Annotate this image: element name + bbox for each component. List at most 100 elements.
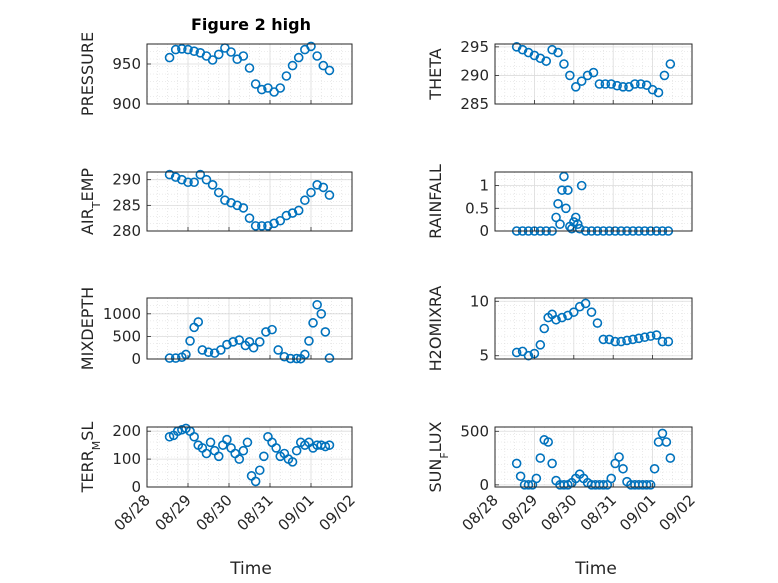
data-point: [555, 219, 565, 229]
data-point: [238, 51, 249, 61]
axis-box: [146, 426, 353, 488]
y-tick-label: 290: [460, 66, 489, 84]
data-point: [279, 351, 290, 362]
data-point: [598, 334, 609, 345]
data-point: [203, 347, 214, 358]
data-point: [641, 480, 652, 490]
data-point: [614, 452, 624, 462]
data-point: [523, 350, 534, 361]
axis-box: [494, 43, 693, 105]
data-point: [634, 333, 644, 344]
data-point: [523, 480, 534, 490]
data-point: [563, 185, 573, 195]
data-point: [189, 431, 199, 442]
data-point: [559, 171, 569, 182]
data-point: [570, 82, 581, 92]
y-tick-label: 0.5: [465, 199, 489, 217]
y-axis-label: SUNFLUX: [426, 421, 451, 492]
data-point: [531, 473, 542, 484]
data-point: [622, 335, 632, 346]
data-point: [189, 322, 199, 333]
data-point: [216, 345, 226, 355]
data-point: [230, 448, 240, 459]
data-point: [304, 336, 314, 346]
data-point: [275, 83, 286, 93]
data-point: [306, 41, 316, 52]
data-point: [271, 443, 281, 453]
data-point: [291, 445, 302, 456]
data-point: [281, 210, 292, 221]
data-point: [193, 317, 204, 327]
data-point: [177, 174, 187, 185]
x-tick-label: 09/01: [275, 491, 318, 534]
data-point: [553, 198, 563, 209]
data-point: [209, 445, 220, 456]
data-point: [234, 335, 245, 345]
data-point: [218, 440, 228, 450]
data-point: [543, 437, 553, 447]
data-point: [287, 457, 298, 467]
data-point: [181, 349, 191, 360]
y-axis-label: THETA: [426, 48, 445, 100]
subplot-mixdepth: 0 500 1000 MIXDEPTH: [78, 287, 353, 370]
data-point: [308, 318, 318, 328]
axis-box: [146, 171, 353, 232]
data-point: [183, 44, 193, 55]
data-point: [630, 79, 640, 89]
data-point: [261, 327, 271, 337]
x-tick-label: 08/28: [459, 491, 502, 534]
data-point: [553, 47, 563, 58]
y-tick-label: 500: [460, 422, 489, 440]
data-point: [164, 353, 175, 363]
data-point: [541, 56, 552, 66]
y-tick-label: 0: [479, 476, 489, 494]
data-point: [300, 349, 310, 360]
axis-box: [146, 43, 353, 105]
data-point: [226, 197, 236, 208]
y-tick-label: 950: [112, 55, 141, 73]
y-axis-label: AIRTEMP: [78, 168, 103, 235]
x-tick-label: 08/30: [193, 491, 236, 534]
y-tick-label: 0: [131, 478, 141, 496]
data-point: [645, 480, 656, 490]
y-tick-label: 5: [479, 347, 489, 365]
data-point: [293, 52, 304, 63]
data-point: [312, 51, 322, 61]
x-axis-label-right: Time: [574, 559, 617, 579]
y-tick-label: 285: [460, 95, 489, 113]
data-point: [324, 440, 335, 450]
subplot-air: 280 285 290 AIRTEMP: [78, 168, 353, 240]
data-point: [250, 221, 261, 231]
data-point: [228, 337, 238, 347]
data-point: [568, 307, 579, 317]
data-point: [170, 172, 181, 182]
y-tick-label: 100: [112, 450, 141, 468]
data-point: [320, 441, 331, 452]
data-point: [635, 79, 646, 89]
data-point: [312, 299, 322, 310]
y-tick-label: 10: [470, 292, 489, 310]
data-point: [618, 82, 628, 92]
data-point: [600, 79, 611, 89]
data-point: [557, 312, 567, 323]
data-point: [242, 437, 253, 448]
data-point: [320, 327, 331, 337]
data-point: [318, 182, 329, 193]
data-point: [535, 453, 546, 463]
data-point: [238, 203, 249, 213]
y-tick-label: 500: [112, 327, 141, 345]
data-point: [254, 337, 265, 347]
axis-box: [494, 297, 693, 360]
data-point: [653, 87, 664, 98]
data-point: [273, 345, 284, 355]
data-point: [606, 79, 617, 89]
y-tick-label: 900: [112, 95, 141, 113]
data-point: [244, 63, 255, 73]
y-axis-label: RAINFALL: [426, 164, 445, 239]
data-point: [645, 331, 656, 341]
data-point: [281, 71, 292, 81]
data-point: [189, 46, 199, 57]
